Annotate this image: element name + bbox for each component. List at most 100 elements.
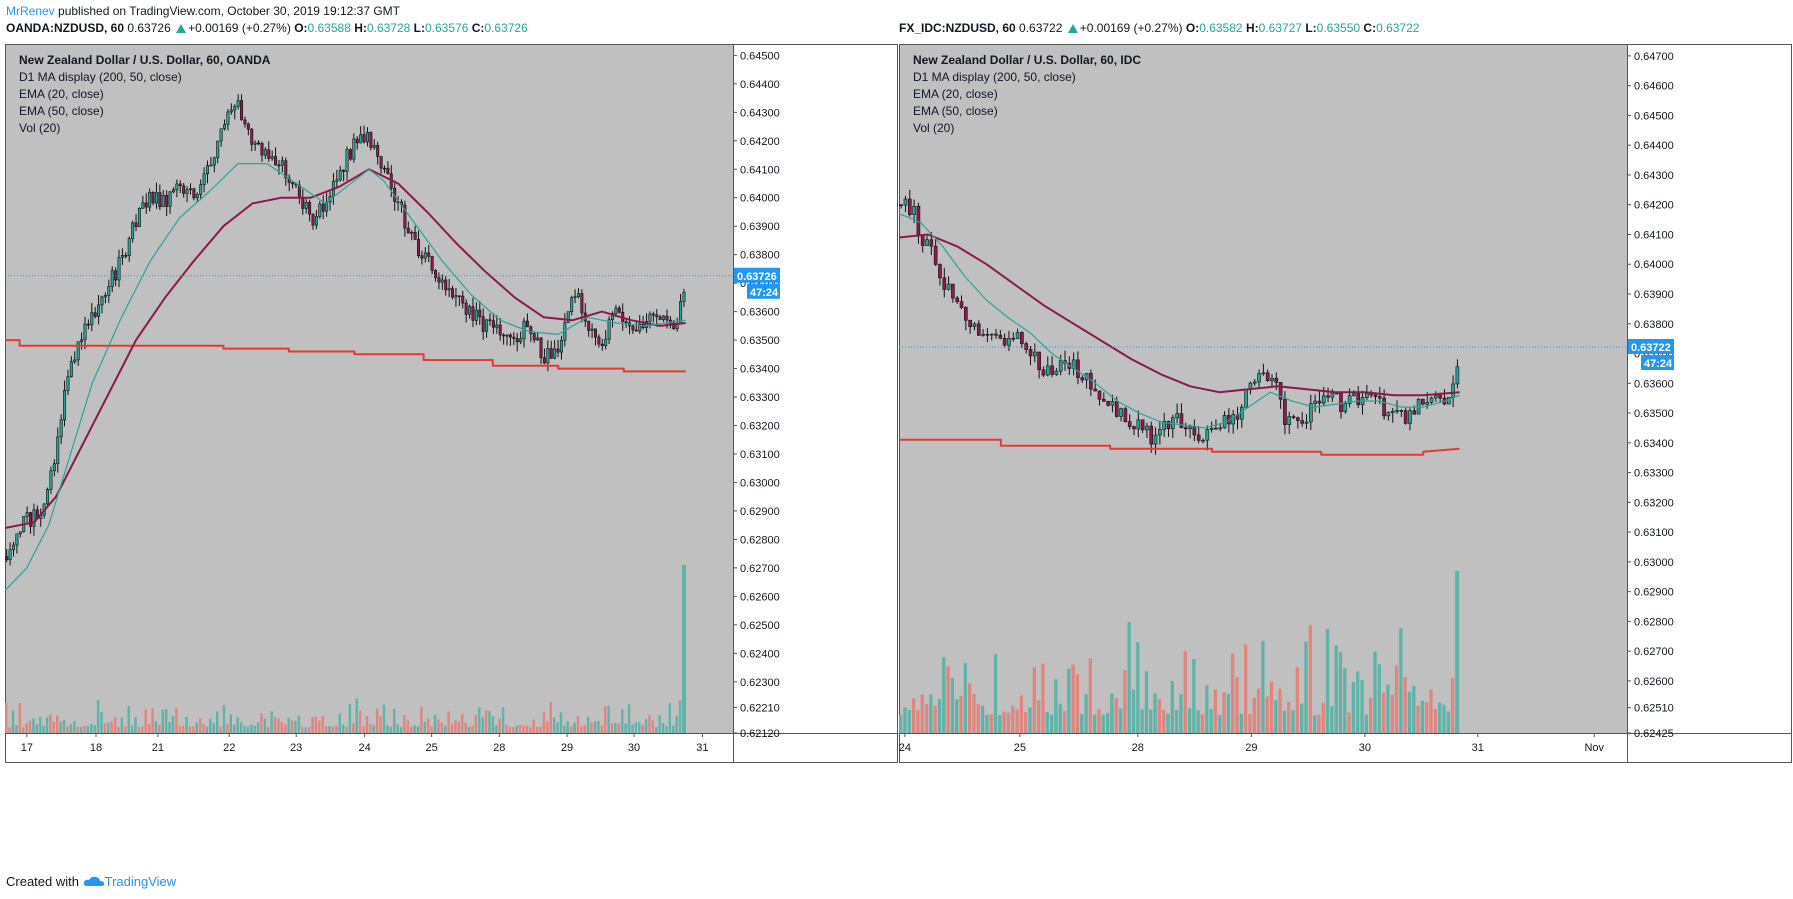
volume-bar (644, 719, 648, 733)
candle-body (515, 338, 519, 343)
candle-body (1287, 416, 1292, 425)
candle-body (981, 333, 985, 336)
chart-panel-oanda[interactable]: 0.64500 0.64400 0.64300 0.64200 0.64100 0.640… (5, 44, 898, 862)
y-tick-label: 0.62600 (740, 591, 780, 603)
candle-body (1326, 395, 1330, 398)
volume-bar (1123, 670, 1127, 733)
volume-bar (1256, 688, 1261, 733)
x-tick-label: 18 (90, 742, 102, 754)
legend-ema50[interactable]: EMA (50, close) (913, 104, 998, 118)
volume-bar (1394, 665, 1399, 733)
candle-body (495, 324, 499, 328)
volume-bar (1252, 697, 1256, 733)
author-link[interactable]: MrRenev (6, 4, 55, 18)
volume-bar (5, 702, 8, 733)
legend-ema50[interactable]: EMA (50, close) (19, 104, 104, 118)
candle-body (505, 334, 509, 337)
volume-bar (1127, 622, 1131, 733)
candle-body (1106, 400, 1110, 406)
candle-body (590, 328, 594, 331)
candle-body (600, 343, 604, 347)
volume-bar (569, 726, 573, 733)
volume-bar (236, 717, 239, 733)
volume-bar (83, 725, 86, 733)
legend-volume[interactable]: Vol (20) (19, 121, 61, 135)
candle-body (933, 245, 938, 265)
x-tick-label: 30 (628, 742, 640, 754)
volume-bar (304, 727, 307, 733)
candle-body (461, 295, 465, 304)
volume-bar (410, 726, 413, 733)
volume-bar (321, 715, 324, 733)
candle-body (355, 138, 359, 144)
price-chart-idc[interactable]: 0.64700 0.64600 0.64500 0.64400 0.64300 0.642… (899, 44, 1792, 862)
volume-bar (175, 708, 178, 733)
volume-bar (549, 701, 552, 733)
x-tick-label: 24 (899, 742, 911, 754)
legend-d1ma[interactable]: D1 MA display (200, 50, close) (19, 70, 182, 84)
volume-bar (989, 714, 993, 733)
legend-ema20[interactable]: EMA (20, close) (913, 87, 998, 101)
volume-bar (1433, 708, 1437, 733)
volume-bar (942, 657, 946, 733)
candle-body (1244, 388, 1248, 408)
candle-body (1188, 426, 1192, 430)
y-tick-label: 0.64400 (1634, 140, 1674, 152)
price-chart-oanda[interactable]: 0.64500 0.64400 0.64300 0.64200 0.64100 0.640… (5, 44, 898, 862)
candle-body (1373, 394, 1378, 397)
volume-bar (1304, 641, 1308, 733)
volume-bar (263, 718, 267, 733)
volume-bar (369, 724, 372, 733)
volume-bar (1338, 652, 1343, 733)
volume-bar (243, 725, 246, 733)
y-tick-label: 0.62900 (1634, 587, 1674, 599)
candle-body (430, 256, 434, 271)
candle-body (1033, 351, 1037, 357)
change-value: +0.00169 (+0.27%) (188, 21, 291, 35)
legend-d1ma[interactable]: D1 MA display (200, 50, close) (913, 70, 1076, 84)
volume-bar (1416, 705, 1420, 733)
candle-body (403, 204, 407, 229)
candle-body (1399, 410, 1404, 412)
volume-spike-bar (682, 565, 687, 733)
y-tick-label: 0.62900 (740, 506, 780, 518)
candle-body (682, 292, 686, 302)
last-price: 0.63726 (127, 21, 171, 35)
panel-border (899, 44, 1792, 763)
candle-body (1377, 396, 1382, 399)
candle-body (1239, 406, 1244, 420)
candle-body (604, 338, 608, 347)
volume-bar (1282, 710, 1287, 733)
candle-body (100, 296, 104, 306)
volume-bar (1131, 689, 1136, 733)
volume-bar (420, 706, 423, 733)
candle-body (107, 286, 111, 296)
candle-body (485, 319, 489, 332)
volume-bar (1045, 712, 1049, 733)
candle-body (1192, 426, 1197, 436)
legend-volume[interactable]: Vol (20) (913, 121, 955, 135)
volume-bar (1205, 685, 1209, 733)
volume-bar (1049, 714, 1054, 733)
y-tick-label: 0.64000 (1634, 259, 1674, 271)
up-arrow-icon (1067, 24, 1078, 33)
volume-bar (1183, 650, 1187, 733)
candle-body (648, 313, 652, 322)
candle-body (1149, 425, 1154, 445)
volume-bar (22, 727, 25, 733)
legend-ema20[interactable]: EMA (20, close) (19, 87, 104, 101)
volume-bar (253, 725, 256, 733)
candle-body (1283, 398, 1287, 425)
candle-body (246, 123, 250, 130)
volume-bar (328, 726, 331, 733)
volume-bar (195, 722, 198, 733)
volume-bar (495, 725, 498, 733)
candle-body (365, 131, 369, 143)
candle-body (1382, 397, 1386, 417)
chart-panel-idc[interactable]: 0.64700 0.64600 0.64500 0.64400 0.64300 0.642… (899, 44, 1792, 862)
volume-bar (440, 722, 444, 733)
tradingview-link[interactable]: TradingView (104, 874, 177, 889)
candle-body (672, 322, 676, 330)
volume-bar (318, 720, 321, 733)
candle-body (553, 348, 557, 359)
